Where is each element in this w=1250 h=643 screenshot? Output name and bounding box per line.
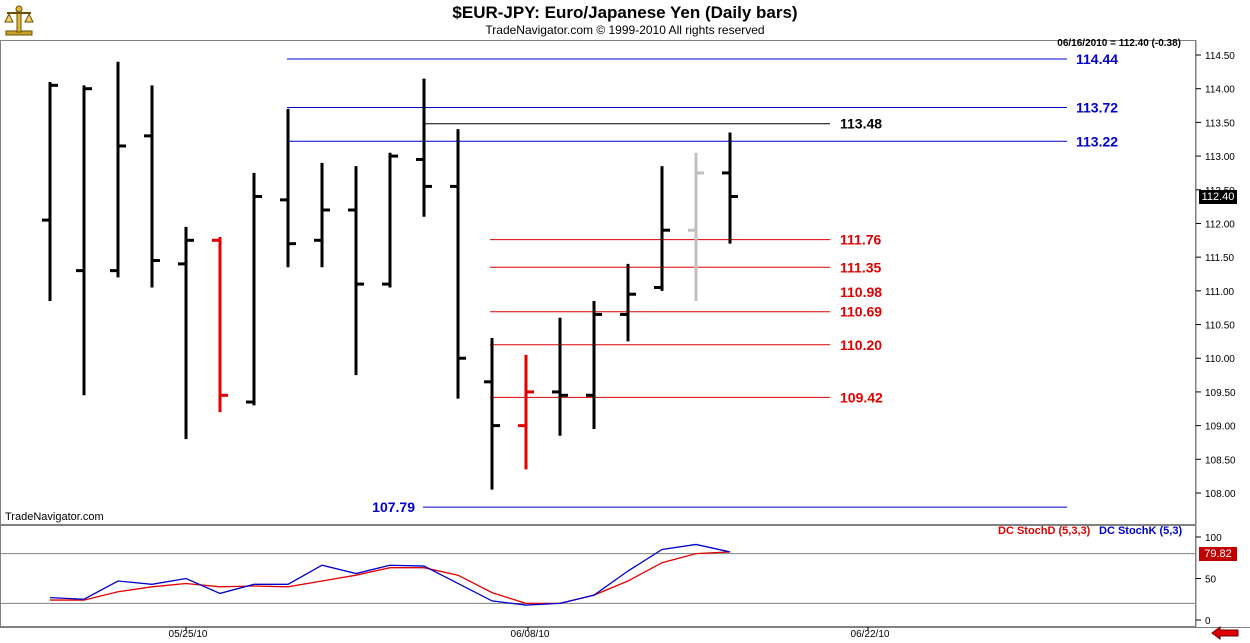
stoch-tick-label: 100 xyxy=(1205,533,1222,544)
level-label: 111.76 xyxy=(840,232,881,248)
date-tick-label: 06/22/10 xyxy=(851,629,890,640)
level-label: 114.44 xyxy=(1076,51,1118,67)
watermark-text: TradeNavigator.com xyxy=(5,511,104,523)
ohlc-bar xyxy=(518,354,534,470)
legend-stoch-d: DC StochD (5,3,3) xyxy=(998,525,1091,537)
date-tick-label: 06/08/10 xyxy=(511,629,550,640)
ohlc-bar xyxy=(382,152,398,288)
stoch-series-line xyxy=(50,551,731,605)
level-label: 113.22 xyxy=(1076,133,1118,149)
stoch-last-marker: 79.82 xyxy=(1199,547,1237,561)
level-label: 110.98 xyxy=(840,284,882,300)
date-axis: 05/25/10 06/08/10 06/22/10 xyxy=(169,627,890,640)
level-label: 113.48 xyxy=(840,116,882,132)
price-tick-label: 110.50 xyxy=(1205,321,1235,332)
price-axis: 114.50114.00113.50113.00112.50112.00111.… xyxy=(1196,51,1236,500)
price-panel-border xyxy=(0,40,1196,525)
ohlc-bar xyxy=(76,85,92,396)
legend-stoch-k: DC StochK (5,3) xyxy=(1099,525,1183,537)
price-tick-label: 109.00 xyxy=(1205,422,1236,433)
stoch-tick-label: 0 xyxy=(1205,616,1211,627)
red-left-arrow-icon[interactable] xyxy=(1210,626,1240,640)
stochastic-panel: 100 50 0 xyxy=(0,533,1222,627)
price-tick-label: 114.00 xyxy=(1205,85,1235,96)
level-label: 107.79 xyxy=(372,499,415,515)
level-label: 113.72 xyxy=(1076,100,1118,116)
stoch-panel-border xyxy=(0,525,1196,627)
price-tick-label: 111.00 xyxy=(1205,287,1235,298)
ohlc-bar xyxy=(42,81,58,301)
price-tick-label: 113.50 xyxy=(1205,118,1235,129)
stoch-tick-label: 50 xyxy=(1205,575,1217,586)
level-label: 111.35 xyxy=(840,259,881,275)
price-tick-label: 111.50 xyxy=(1205,253,1235,264)
ohlc-bar xyxy=(246,172,262,406)
ohlc-bar xyxy=(416,78,432,217)
ohlc-bar xyxy=(722,132,738,244)
stoch-series-line xyxy=(49,543,731,606)
ohlc-bar xyxy=(450,129,466,399)
level-label: 110.20 xyxy=(840,337,882,353)
scales-logo-icon xyxy=(4,5,34,36)
price-bars xyxy=(42,61,738,490)
ohlc-bar xyxy=(688,152,704,301)
ohlc-bar xyxy=(314,162,330,268)
level-label: 109.42 xyxy=(840,389,883,405)
level-lines: 114.44 113.72 113.48 113.22 111.76 111.35 110.… xyxy=(287,51,1118,515)
ohlc-bar xyxy=(654,166,670,291)
ohlc-bar xyxy=(586,300,602,429)
ohlc-bar xyxy=(280,108,296,268)
ohlc-bar xyxy=(144,85,160,288)
price-tick-label: 114.50 xyxy=(1205,51,1235,62)
last-price-marker: 112.40 xyxy=(1199,190,1237,204)
price-tick-label: 108.50 xyxy=(1205,455,1236,466)
ohlc-bar xyxy=(552,317,568,436)
price-tick-label: 113.00 xyxy=(1205,152,1235,163)
price-tick-label: 112.00 xyxy=(1205,219,1235,230)
ohlc-bar xyxy=(212,236,228,413)
price-tick-label: 109.50 xyxy=(1205,388,1236,399)
price-tick-label: 108.00 xyxy=(1205,489,1236,500)
ohlc-bar xyxy=(348,166,364,376)
ohlc-bar xyxy=(484,338,500,490)
ohlc-bar xyxy=(110,61,126,278)
last-quote-label: 06/16/2010 = 112.40 (-0.38) xyxy=(1057,38,1181,49)
ohlc-bar xyxy=(620,263,636,342)
date-tick-label: 05/25/10 xyxy=(169,629,208,640)
chart-title: $EUR-JPY: Euro/Japanese Yen (Daily bars) xyxy=(452,3,798,22)
chart-frame xyxy=(0,40,1250,628)
ohlc-bar xyxy=(178,226,194,440)
price-tick-label: 110.00 xyxy=(1205,354,1235,365)
chart-subtitle: TradeNavigator.com © 1999-2010 All right… xyxy=(485,23,765,37)
level-label: 110.69 xyxy=(840,304,882,320)
